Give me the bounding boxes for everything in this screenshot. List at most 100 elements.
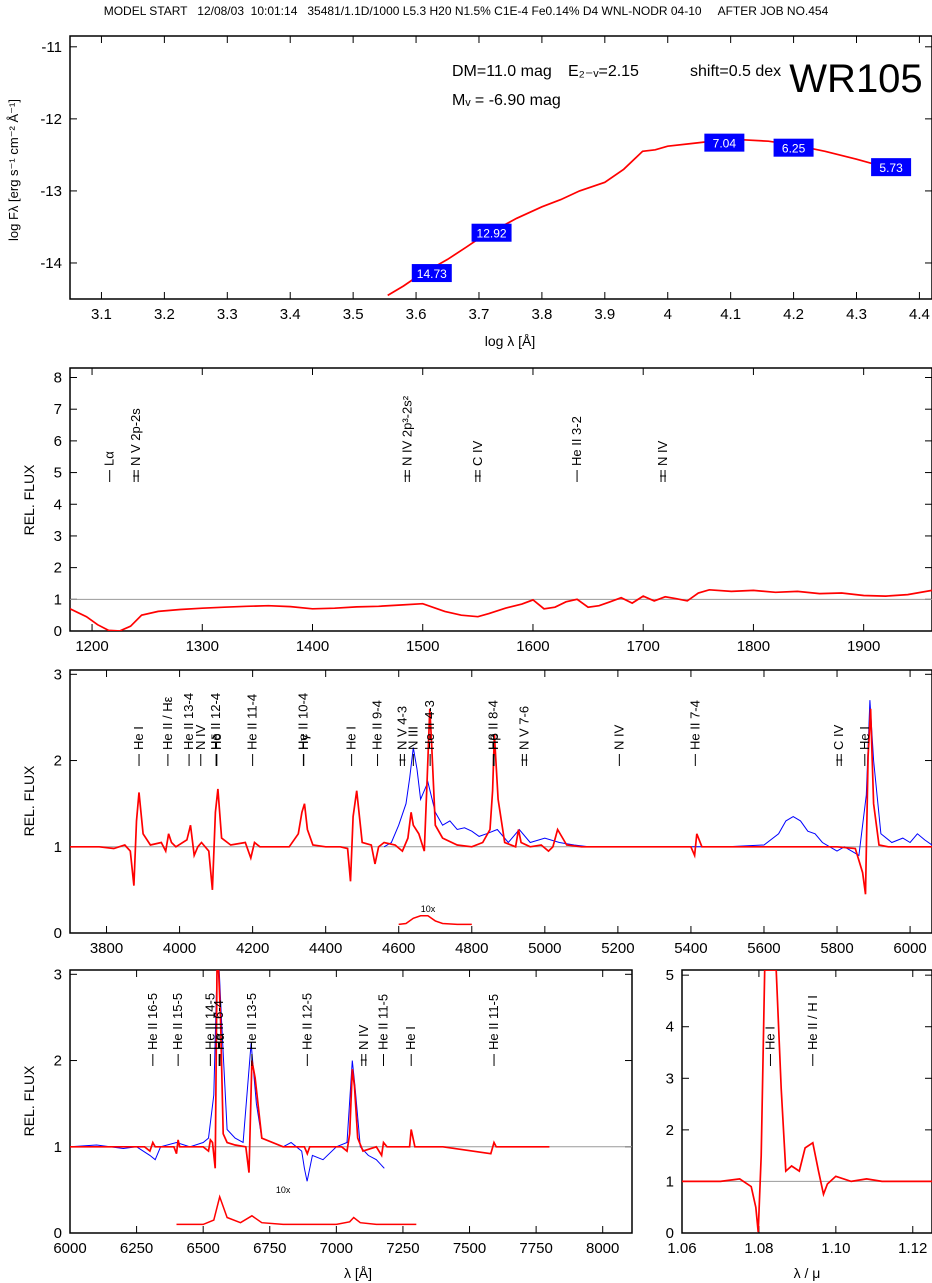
red-inset-label: 10x (276, 1185, 291, 1195)
sed-xtick-label: 3.6 (406, 306, 427, 323)
optical-line-id-label: C IV (831, 724, 846, 750)
optical-inset-label: 10x (421, 904, 436, 914)
sed-annotation-shift: shift=0.5 dex (690, 63, 781, 80)
uv-xtick-label: 1500 (406, 638, 439, 655)
sed-photometry-box (871, 158, 912, 177)
optical-xtick-label: 4400 (309, 940, 342, 957)
red-ytick-label: 3 (54, 966, 62, 983)
optical-line-id-label: He II 11-4 (245, 694, 260, 750)
ir-xtick-label: 1.08 (744, 1240, 773, 1257)
uv-ytick-label: 4 (54, 496, 62, 513)
optical-line-id-label: He II 13-4 (181, 693, 196, 750)
ir-model-line (682, 970, 932, 1233)
uv-panel: 1200 1300 1400 1500 1600 1700 1800 1900 0 1 2 3 4 5 6 7… (21, 367, 932, 655)
sed-photometry-box (411, 264, 452, 283)
uv-xtick-label: 1900 (847, 638, 880, 655)
uv-ytick-label: 2 (54, 560, 62, 577)
sed-ytick-label: -12 (40, 111, 62, 128)
ir-ytick-label: 2 (666, 1122, 674, 1139)
sed-xtick-label: 3.9 (594, 306, 615, 323)
sed-photometry-box (773, 138, 814, 157)
optical-panel: 3800 4000 4200 4400 4600 4800 5000 5200 5400 5600… (21, 666, 932, 957)
sed-xlabel: log λ [Å] (485, 333, 536, 349)
optical-xtick-label: 4200 (236, 940, 269, 957)
sed-ylabel: log Fλ [erg s⁻¹ cm⁻² Å⁻¹] (6, 99, 21, 241)
red-ytick-label: 0 (54, 1225, 62, 1242)
optical-line-id-label: He II 12-4 (208, 693, 223, 750)
red-ticks: 6000 6250 6500 6750 7000 7250 7500 7750 8000 0 1 2 3 (53, 966, 632, 1257)
ir-xtick-label: 1.12 (898, 1240, 927, 1257)
red-frame (69, 969, 633, 1234)
optical-line-id-label: N V 7-6 (516, 706, 531, 750)
sed-xtick-label: 3.4 (280, 306, 301, 323)
optical-ytick-label: 1 (54, 839, 62, 856)
ir-line-id-label: He II / H I (805, 995, 820, 1050)
optical-ytick-label: 2 (54, 753, 62, 770)
optical-xtick-label: 5200 (601, 940, 634, 957)
sed-xtick-label: 3.3 (217, 306, 238, 323)
optical-ticks: 3800 4000 4200 4400 4600 4800 5000 5200 5400 5600… (54, 666, 932, 957)
ir-ytick-label: 3 (666, 1070, 674, 1087)
uv-xtick-label: 1200 (75, 638, 108, 655)
ir-xtick-label: 1.06 (667, 1240, 696, 1257)
uv-line-id-label: N IV 2p³-2s² (399, 395, 414, 466)
optical-line-id-label: He I (131, 726, 146, 750)
optical-xtick-label: 5600 (747, 940, 780, 957)
header-title: MODEL START 12/08/03 10:01:14 35481/1.1D… (103, 4, 829, 18)
sed-ytick-label: -13 (40, 183, 62, 200)
sed-xtick-label: 3.8 (531, 306, 552, 323)
ir-ytick-label: 0 (666, 1225, 674, 1242)
optical-xtick-label: 4000 (163, 940, 196, 957)
red-line-id-label: He II 12-5 (299, 993, 314, 1050)
uv-ticks: 1200 1300 1400 1500 1600 1700 1800 1900 0 1 2 3 4 5 6 7… (54, 368, 932, 655)
optical-line-id-label: He II 8-4 (485, 700, 500, 750)
uv-line-id-label: C IV (470, 440, 485, 466)
sed-ytick-label: -14 (40, 255, 62, 272)
sed-marks: 14.73 12.92 7.04 6.25 5.73 (411, 133, 912, 283)
optical-xtick-label: 6000 (893, 940, 926, 957)
ir-ytick-label: 1 (666, 1173, 674, 1190)
red-xtick-label: 7000 (320, 1240, 353, 1257)
sed-ticks: 3.1 3.2 3.3 3.4 3.5 3.6 3.7 3.8 3.9 4 4.1 4.2 4.3 4.4… (40, 36, 932, 323)
red-xtick-label: 7250 (386, 1240, 419, 1257)
ir-ytick-label: 4 (666, 1019, 674, 1036)
optical-xtick-label: 5000 (528, 940, 561, 957)
sed-ytick-label: -11 (41, 39, 62, 56)
uv-xtick-label: 1300 (186, 638, 219, 655)
ir-marks: He I He II / H I (762, 995, 820, 1066)
optical-ylabel: REL. FLUX (21, 765, 37, 836)
uv-ytick-label: 3 (54, 528, 62, 545)
optical-ytick-label: 3 (54, 666, 62, 683)
optical-xtick-label: 3800 (90, 940, 123, 957)
optical-inset-line (398, 915, 472, 926)
sed-annotation-ebv: E₂₋ᵥ=2.15 (568, 63, 639, 80)
uv-ytick-label: 8 (54, 370, 62, 387)
ir-panel: 1.06 1.08 1.10 1.12 0 1 2 3 4 5 He I He II / H I λ… (666, 967, 932, 1281)
optical-xtick-label: 4600 (382, 940, 415, 957)
sed-annotation-mv: Mᵥ = -6.90 mag (452, 92, 561, 109)
uv-line-id-label: He II 3-2 (569, 416, 584, 466)
sed-xtick-label: 4.2 (783, 306, 804, 323)
red-xtick-label: 6750 (253, 1240, 286, 1257)
sed-annotation-dm: DM=11.0 mag (452, 63, 552, 80)
optical-line-id-label: Hβ (486, 733, 501, 750)
optical-line-id-label: He II 10-4 (295, 693, 310, 750)
red-line-id-label: N IV (356, 1024, 371, 1050)
sed-photometry-label: 5.73 (879, 161, 903, 175)
uv-ytick-label: 6 (54, 433, 62, 450)
sed-frame (69, 35, 932, 300)
ir-ytick-label: 5 (666, 967, 674, 984)
uv-line-id-label: N IV (655, 440, 670, 466)
optical-line-id-label: He II 4-3 (422, 700, 437, 750)
optical-series (70, 700, 932, 926)
optical-line-id-label: He II 9-4 (370, 700, 385, 750)
optical-line-id-label: N IV (611, 724, 626, 750)
optical-line-id-label: N IV (193, 724, 208, 750)
optical-line-id-label: He II 7-4 (687, 700, 702, 750)
red-xtick-label: 7750 (519, 1240, 552, 1257)
sed-photometry-label: 12.92 (477, 227, 507, 241)
optical-line-id-label: Hγ (296, 734, 311, 750)
sed-xtick-label: 4.1 (720, 306, 741, 323)
red-xtick-label: 8000 (586, 1240, 619, 1257)
red-line-id-label: He II 6-4 (211, 1000, 226, 1050)
